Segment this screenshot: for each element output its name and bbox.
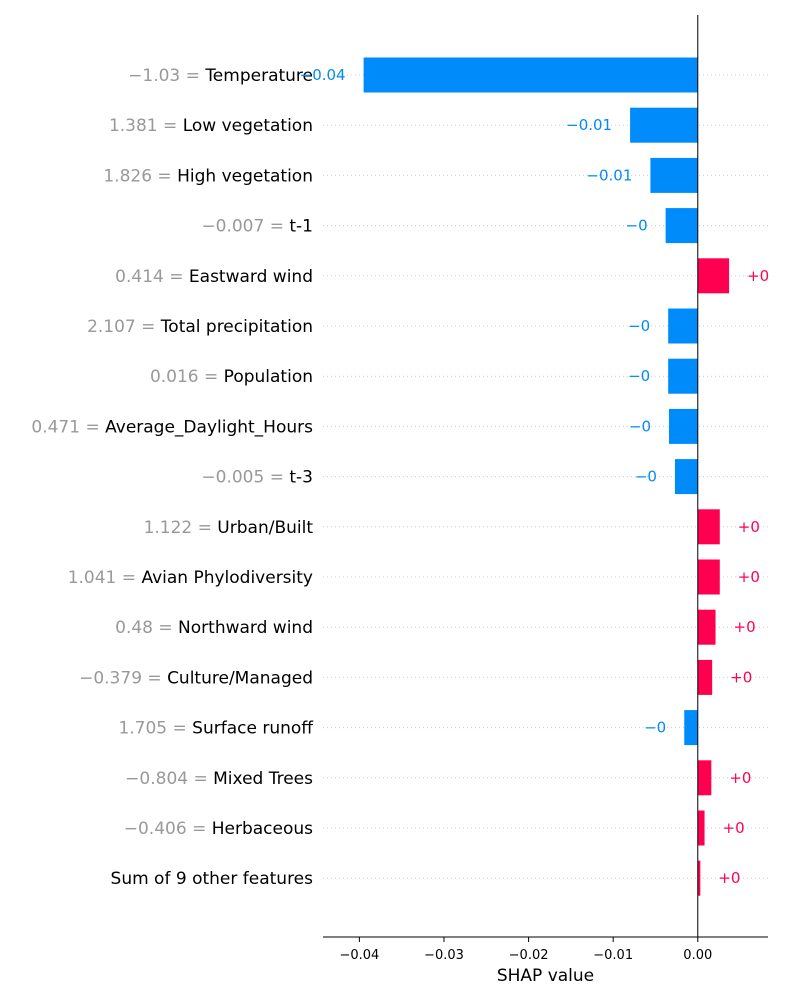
feature-value: −0.005 =	[201, 468, 289, 488]
bar-value-label: +0	[734, 618, 756, 636]
feature-value: 1.705 =	[118, 719, 192, 739]
feature-value: 1.381 =	[109, 116, 183, 136]
feature-name: t-1	[289, 217, 313, 237]
bar-value-label: −0.04	[300, 66, 346, 84]
feature-value: 0.016 =	[150, 367, 224, 387]
feature-name: Avian Phylodiversity	[141, 568, 313, 588]
feature-name: Average_Daylight_Hours	[105, 417, 313, 437]
row-label: 0.471 = Average_Daylight_Hours	[31, 417, 313, 437]
row-label: −0.406 = Herbaceous	[124, 819, 313, 839]
bar-negative	[684, 710, 698, 746]
feature-value: −0.007 =	[201, 217, 289, 237]
bar-negative	[665, 208, 698, 244]
bar-value-label: −0	[628, 367, 650, 385]
feature-value: −1.03 =	[128, 66, 205, 86]
feature-name: t-3	[289, 468, 313, 488]
x-axis-title: SHAP value	[497, 966, 594, 986]
bar-positive	[697, 860, 701, 896]
bar-value-label: +0	[747, 267, 769, 285]
feature-name: Low vegetation	[183, 116, 313, 136]
feature-name: Sum of 9 other features	[111, 869, 314, 889]
feature-value: 1.826 =	[103, 166, 177, 186]
bar-positive	[697, 609, 716, 645]
bars	[363, 57, 730, 896]
bar-value-label: −0	[628, 317, 650, 335]
feature-value: −0.406 =	[124, 819, 212, 839]
row-label: −0.005 = t-3	[201, 468, 313, 488]
bar-value-label: −0.01	[566, 116, 612, 134]
bar-negative	[650, 157, 698, 193]
row-label: 0.414 = Eastward wind	[115, 267, 313, 287]
row-label: 1.826 = High vegetation	[103, 166, 313, 186]
feature-value: 0.48 =	[115, 618, 178, 638]
bar-negative	[669, 408, 698, 444]
bar-value-label: −0	[626, 217, 648, 235]
bar-positive	[697, 559, 720, 595]
row-label: −0.804 = Mixed Trees	[125, 769, 313, 789]
gridlines	[323, 74, 768, 879]
bar-value-labels: −0.04 −0.01 −0.01 −0 +0 −0 −0 −0 −0 +0 +0 +0 +0 −0 +0 +…	[300, 66, 770, 887]
bar-value-label: −0	[635, 468, 657, 486]
row-label: −1.03 = Temperature	[128, 66, 313, 86]
bar-value-label: −0.01	[586, 166, 632, 184]
bar-positive	[697, 659, 713, 695]
x-tick-label: −0.02	[509, 948, 549, 963]
feature-name: High vegetation	[177, 166, 313, 186]
feature-value: 1.122 =	[144, 518, 218, 538]
feature-value: −0.804 =	[125, 769, 213, 789]
bar-positive	[697, 509, 720, 545]
bar-positive	[697, 760, 712, 796]
row-label: 2.107 = Total precipitation	[87, 317, 313, 337]
x-tick-label: −0.03	[424, 948, 464, 963]
feature-name: Population	[224, 367, 313, 387]
row-label: 1.041 = Avian Phylodiversity	[68, 568, 313, 588]
feature-value: 2.107 =	[87, 317, 161, 337]
bar-value-label: −0	[629, 417, 651, 435]
bar-value-label: +0	[738, 518, 760, 536]
feature-name: Herbaceous	[212, 819, 313, 839]
x-tick-label: 0.00	[683, 948, 712, 963]
row-label: 0.016 = Population	[150, 367, 313, 387]
feature-name: Urban/Built	[217, 518, 313, 538]
feature-name: Surface runoff	[192, 719, 314, 739]
bar-positive	[697, 258, 730, 294]
bar-negative	[668, 308, 698, 344]
feature-value: 0.471 =	[31, 417, 105, 437]
bar-value-label: +0	[738, 568, 760, 586]
row-label: 1.705 = Surface runoff	[118, 719, 314, 739]
bar-positive	[697, 810, 705, 846]
feature-name: Northward wind	[178, 618, 313, 638]
bar-value-label: +0	[729, 769, 751, 787]
bar-value-label: +0	[730, 668, 752, 686]
feature-name: Culture/Managed	[167, 668, 313, 688]
feature-value: 1.041 =	[68, 568, 142, 588]
row-label: −0.379 = Culture/Managed	[79, 668, 313, 688]
feature-name: Eastward wind	[189, 267, 313, 287]
x-ticks: −0.04 −0.03 −0.02 −0.01 0.00	[339, 937, 712, 963]
feature-value: −0.379 =	[79, 668, 167, 688]
row-labels: −1.03 = Temperature 1.381 = Low vegetatio…	[31, 66, 314, 889]
bar-value-label: +0	[718, 869, 740, 887]
row-label: 1.381 = Low vegetation	[109, 116, 313, 136]
feature-value: 0.414 =	[115, 267, 189, 287]
feature-name: Mixed Trees	[213, 769, 313, 789]
bar-value-label: −0	[644, 719, 666, 737]
x-tick-label: −0.04	[339, 948, 379, 963]
row-label: 0.48 = Northward wind	[115, 618, 313, 638]
bar-negative	[674, 459, 698, 495]
feature-name: Temperature	[204, 66, 313, 86]
row-label: 1.122 = Urban/Built	[144, 518, 314, 538]
bar-value-label: +0	[723, 819, 745, 837]
bar-negative	[668, 358, 698, 394]
x-axis: −0.04 −0.03 −0.02 −0.01 0.00 SHAP value	[323, 936, 768, 986]
bar-negative	[630, 107, 698, 143]
feature-name: Total precipitation	[160, 317, 313, 337]
x-tick-label: −0.01	[593, 948, 633, 963]
bar-negative	[363, 57, 698, 93]
row-label: Sum of 9 other features	[111, 869, 314, 889]
row-label: −0.007 = t-1	[201, 217, 313, 237]
